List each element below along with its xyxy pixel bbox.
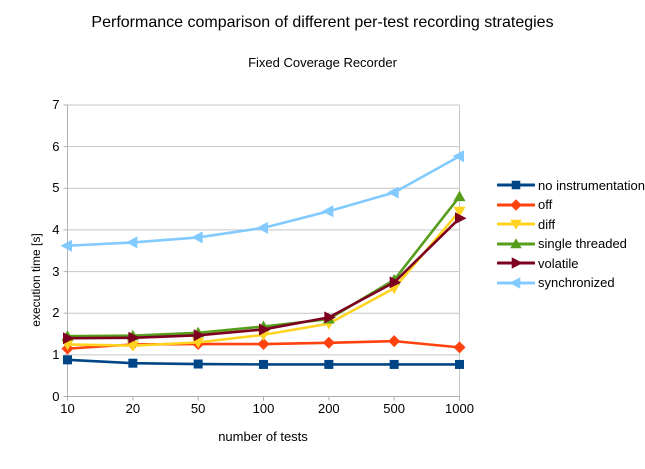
x-tick-label: 10	[60, 401, 75, 416]
legend-item: synchronized	[497, 275, 615, 291]
arrow-left-marker	[60, 239, 72, 252]
legend-swatch	[497, 257, 535, 269]
y-tick-label: 7	[52, 97, 60, 112]
square-marker	[128, 358, 138, 368]
series-line-single-threaded	[66, 195, 461, 338]
legend-label: diff	[538, 216, 556, 232]
square-marker	[324, 359, 334, 369]
legend-item: diff	[497, 216, 555, 232]
x-tick-label: 200	[317, 401, 340, 416]
triangle-up-marker	[510, 237, 522, 248]
diamond-marker	[322, 336, 335, 349]
x-axis-title: number of tests	[218, 429, 308, 444]
chart-title: Performance comparison of different per-…	[91, 14, 554, 31]
square-marker	[455, 359, 464, 369]
y-tick-label: 0	[52, 388, 60, 404]
legend-swatch	[497, 237, 535, 248]
legend-label: off	[538, 197, 553, 212]
legend-swatch	[497, 180, 535, 190]
arrow-right-marker	[455, 212, 467, 225]
x-tick-label: 500	[383, 401, 405, 416]
legend-item: single threaded	[497, 236, 627, 252]
square-marker	[63, 355, 72, 365]
arrow-left-marker	[191, 231, 203, 244]
arrow-right-marker	[193, 329, 206, 342]
legend-item: volatile	[497, 255, 578, 271]
y-tick-label: 3	[52, 263, 60, 279]
arrow-right-marker	[389, 276, 402, 289]
triangle-down-marker	[510, 219, 522, 230]
legend-item: off	[497, 197, 552, 213]
square-marker	[389, 359, 399, 369]
legend-swatch	[497, 219, 535, 230]
y-tick-label: 1	[52, 346, 60, 362]
triangle-up-marker	[453, 190, 466, 202]
legend-swatch	[497, 276, 535, 289]
triangle-down-marker	[126, 341, 139, 352]
arrow-right-marker	[324, 311, 336, 324]
x-tick-label: 20	[125, 401, 141, 416]
legend-label: volatile	[538, 255, 579, 271]
legend-label: no instrumentation	[538, 177, 645, 193]
y-tick-label: 5	[52, 180, 60, 196]
x-tick-label: 1000	[445, 401, 474, 416]
series-line-synchronized	[66, 154, 461, 248]
square-marker	[193, 359, 203, 369]
diamond-marker	[453, 341, 466, 354]
diamond-marker	[388, 335, 401, 348]
diamond-marker	[257, 338, 270, 351]
square-marker	[259, 359, 268, 369]
legend-label: single threaded	[538, 236, 627, 251]
legend-label: synchronized	[538, 275, 615, 290]
arrow-left-marker	[509, 276, 521, 289]
arrow-right-marker	[63, 332, 75, 345]
square-marker	[511, 180, 521, 190]
arrow-left-marker	[452, 150, 464, 163]
triangle-down-marker	[453, 206, 466, 218]
y-tick-label: 2	[52, 305, 60, 321]
y-tick-label: 6	[52, 138, 60, 154]
legend-item: no instrumentation	[497, 177, 645, 193]
legend-swatch	[497, 198, 535, 211]
arrow-right-marker	[511, 257, 523, 269]
arrow-left-marker	[256, 221, 268, 234]
arrow-right-marker	[259, 323, 271, 336]
x-tick-label: 50	[190, 401, 206, 416]
arrow-left-marker	[387, 186, 399, 199]
chart-subtitle: Fixed Coverage Recorder	[248, 55, 397, 70]
y-tick-label: 4	[52, 221, 60, 237]
x-tick-label: 100	[252, 401, 275, 416]
arrow-left-marker	[321, 205, 334, 218]
diamond-marker	[510, 198, 522, 211]
arrow-right-marker	[128, 331, 140, 344]
series-line-volatile	[66, 216, 461, 340]
arrow-left-marker	[125, 236, 138, 249]
